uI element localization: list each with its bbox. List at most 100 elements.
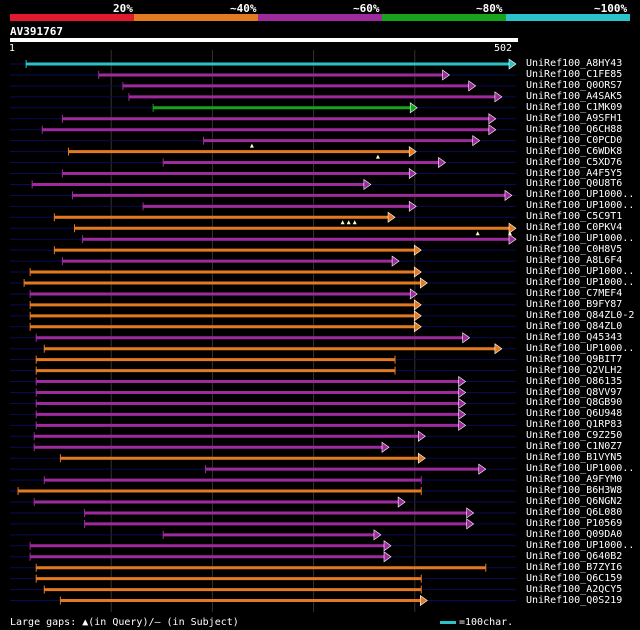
hit-end-arrow	[466, 518, 475, 530]
hit-label[interactable]: UniRef100_C9Z250	[526, 430, 623, 442]
hit-end-arrow	[387, 211, 396, 223]
query-gap-marker	[340, 220, 345, 225]
hit-end-arrow	[419, 594, 428, 607]
hit-label[interactable]: UniRef100_Q6NGN2	[526, 496, 623, 507]
hit-end-arrow	[442, 69, 450, 81]
hit-label[interactable]: UniRef100_Q6L080	[526, 506, 623, 518]
hit-end-arrow	[413, 244, 422, 256]
hit-label[interactable]: UniRef100_Q8GB90	[526, 397, 623, 409]
legend-label-100: ~100%	[594, 2, 628, 15]
hit-end-arrow	[413, 266, 422, 278]
hit-end-arrow	[508, 233, 517, 245]
hit-label[interactable]: UniRef100_UP1000..	[526, 539, 635, 551]
hit-label[interactable]: UniRef100_C0H8V5	[526, 244, 623, 256]
hit-end-arrow	[488, 124, 497, 136]
hit-end-arrow	[468, 80, 477, 92]
hit-label[interactable]: UniRef100_A4SAK5	[526, 90, 623, 102]
hit-label[interactable]: UniRef100_Q9BIT7	[526, 353, 623, 365]
legend-swatch-40	[134, 14, 258, 21]
hit-label[interactable]: UniRef100_A8L6F4	[526, 255, 623, 267]
hit-label[interactable]: UniRef100_A2QCY5	[526, 583, 623, 595]
scale-text: =100char.	[459, 617, 514, 628]
legend-swatch-60	[258, 14, 382, 21]
hit-label[interactable]: UniRef100_C1N0Z7	[526, 441, 623, 453]
hit-label[interactable]: UniRef100_C1FE85	[526, 68, 623, 80]
hit-label[interactable]: UniRef100_Q8VV97	[526, 386, 623, 398]
hit-end-arrow	[363, 178, 372, 191]
hit-label[interactable]: UniRef100_UP1000..	[526, 266, 635, 278]
hit-label[interactable]: UniRef100_A9FYM0	[526, 474, 623, 486]
hit-label[interactable]: UniRef100_P10569	[526, 517, 623, 529]
legend-label-80: ~80%	[476, 2, 503, 15]
hit-label[interactable]: UniRef100_B6H3W8	[526, 485, 623, 497]
hit-label[interactable]: UniRef100_UP1000..	[526, 342, 635, 354]
hit-end-arrow	[466, 507, 475, 519]
hit-label[interactable]: UniRef100_Q09DA0	[526, 528, 623, 540]
hit-end-arrow	[472, 135, 481, 147]
hit-label[interactable]: UniRef100_UP1000..	[526, 233, 635, 245]
scale-legend: =100char.	[440, 617, 513, 628]
hit-end-arrow	[417, 430, 426, 442]
hit-label[interactable]: UniRef100_Q45343	[526, 331, 623, 343]
hit-label[interactable]: UniRef100_Q6U948	[526, 408, 623, 420]
query-start-label: 1	[9, 43, 16, 54]
hit-label[interactable]: UniRef100_Q2VLH2	[526, 364, 623, 376]
hit-label[interactable]: UniRef100_C5XD76	[526, 156, 623, 168]
hit-label[interactable]: UniRef100_UP1000..	[526, 189, 635, 201]
hit-label[interactable]: UniRef100_C1MK09	[526, 101, 623, 113]
hit-end-arrow	[494, 91, 503, 103]
hit-end-arrow	[419, 277, 428, 289]
hit-end-arrow	[508, 222, 517, 234]
hit-end-arrow	[488, 113, 497, 125]
hit-end-arrow	[504, 189, 513, 201]
hit-label[interactable]: UniRef100_Q0ORS7	[526, 79, 623, 91]
hit-end-arrow	[413, 310, 422, 322]
hit-label[interactable]: UniRef100_B7ZYI6	[526, 561, 623, 573]
hit-label[interactable]: UniRef100_O86135	[526, 375, 623, 387]
hit-label[interactable]: UniRef100_B1VYN5	[526, 452, 623, 464]
hit-label[interactable]: UniRef100_Q1RP83	[526, 419, 623, 431]
hit-end-arrow	[438, 156, 446, 169]
hit-label[interactable]: UniRef100_Q84ZL0	[526, 320, 623, 332]
hit-end-arrow	[383, 540, 392, 552]
hit-label[interactable]: UniRef100_UP1000..	[526, 277, 635, 288]
hit-end-arrow	[409, 102, 418, 114]
hit-end-arrow	[383, 551, 392, 563]
hit-end-arrow	[458, 397, 467, 410]
query-gap-marker	[475, 231, 480, 236]
hit-label[interactable]: UniRef100_Q6C159	[526, 572, 623, 584]
hit-label[interactable]: UniRef100_Q84ZL0-2	[526, 309, 635, 321]
hit-label[interactable]: UniRef100_C6WDK8	[526, 145, 623, 157]
hit-end-arrow	[462, 332, 471, 344]
hit-end-arrow	[458, 386, 467, 399]
hit-label[interactable]: UniRef100_C0PKV4	[526, 222, 623, 234]
hit-label[interactable]: UniRef100_B9FY87	[526, 298, 623, 310]
query-end-label: 502	[494, 43, 513, 54]
hit-label[interactable]: UniRef100_Q6CH88	[526, 123, 623, 135]
hit-end-arrow	[408, 167, 417, 180]
hit-label[interactable]: UniRef100_C5C9T1	[526, 211, 623, 223]
gaps-legend: Large gaps: ▲(in Query)/– (in Subject)	[10, 617, 239, 628]
query-title: AV391767	[10, 25, 63, 38]
hit-label[interactable]: UniRef100_A9SFH1	[526, 112, 623, 124]
legend-label-40: ~40%	[230, 2, 257, 15]
hit-end-arrow	[391, 255, 400, 267]
hit-label[interactable]: UniRef100_Q0S219	[526, 594, 623, 606]
identity-legend: 20% ~40% ~60% ~80% ~100%	[10, 0, 630, 22]
hit-end-arrow	[458, 375, 467, 388]
hit-end-arrow	[409, 288, 418, 300]
hit-end-arrow	[408, 146, 417, 158]
hit-label[interactable]: UniRef100_Q640B2	[526, 550, 623, 562]
hit-end-arrow	[494, 343, 503, 355]
hit-label[interactable]: UniRef100_C0PCD0	[526, 134, 623, 146]
hit-label[interactable]: UniRef100_UP1000..	[526, 463, 635, 475]
legend-swatch-100	[506, 14, 630, 21]
legend-label-20: 20%	[113, 2, 133, 15]
hit-end-arrow	[508, 58, 517, 70]
hit-label[interactable]: UniRef100_A8HY43	[526, 58, 623, 69]
hit-label[interactable]: UniRef100_UP1000..	[526, 200, 635, 212]
hit-label[interactable]: UniRef100_A4F5Y5	[526, 167, 623, 179]
hit-label[interactable]: UniRef100_C7MEF4	[526, 287, 623, 299]
hit-label[interactable]: UniRef100_Q0U8T6	[526, 178, 623, 190]
hit-end-arrow	[458, 419, 467, 431]
